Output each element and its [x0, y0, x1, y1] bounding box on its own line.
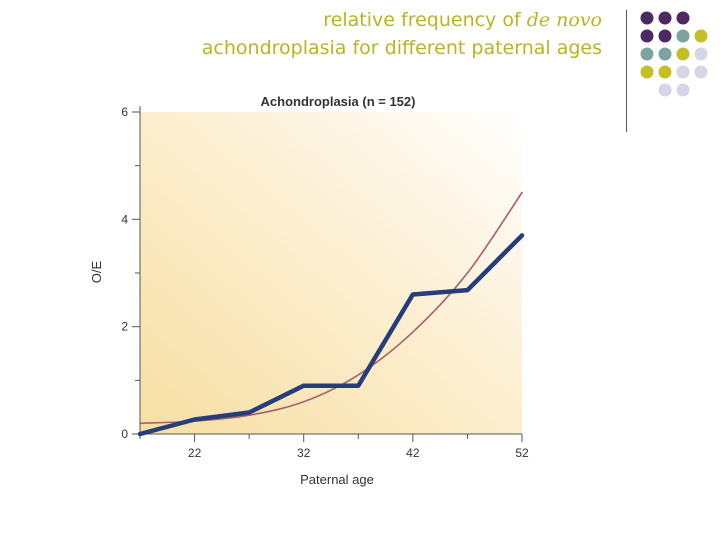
decor-dot — [640, 65, 654, 79]
x-tick-label: 42 — [406, 446, 420, 460]
decor-dot — [694, 29, 708, 43]
decor-dot — [658, 29, 672, 43]
slide-title-prefix: relative frequency of — [323, 9, 527, 31]
decor-dot — [658, 65, 672, 79]
decor-dot — [676, 47, 690, 61]
series-line-observed — [137, 233, 525, 437]
plot-background — [140, 112, 522, 434]
x-tick-label: 52 — [515, 446, 529, 460]
x-tick-label: 22 — [188, 446, 202, 460]
slide-title-line-2: achondroplasia for different paternal ag… — [201, 37, 602, 59]
slide-title: relative frequency of de novo achondropl… — [42, 6, 602, 62]
y-axis-label: O/E — [89, 260, 104, 283]
decor-dot — [694, 47, 708, 61]
decor-dot — [676, 29, 690, 43]
decor-dot — [658, 11, 672, 25]
decor-dot — [640, 47, 654, 61]
slide-title-line-1: relative frequency of de novo — [42, 6, 602, 34]
x-axis-label: Paternal age — [300, 472, 374, 487]
decor-dot — [640, 29, 654, 43]
decor-dot — [676, 83, 690, 97]
decor-dot — [676, 65, 690, 79]
slide-title-italic: de novo — [526, 9, 602, 31]
decor-dot — [658, 83, 672, 97]
y-tick-label: 6 — [121, 105, 128, 119]
decor-dot — [676, 11, 690, 25]
decor-dot — [694, 65, 708, 79]
chart-title: Achondroplasia (n = 152) — [261, 94, 416, 109]
decor-dot — [658, 47, 672, 61]
y-tick-label: 4 — [121, 212, 128, 226]
y-tick-label: 2 — [121, 320, 128, 334]
decor-dot — [640, 11, 654, 25]
decor-vertical-rule — [626, 10, 627, 132]
y-tick-label: 0 — [121, 427, 128, 441]
x-tick-label: 32 — [297, 446, 311, 460]
